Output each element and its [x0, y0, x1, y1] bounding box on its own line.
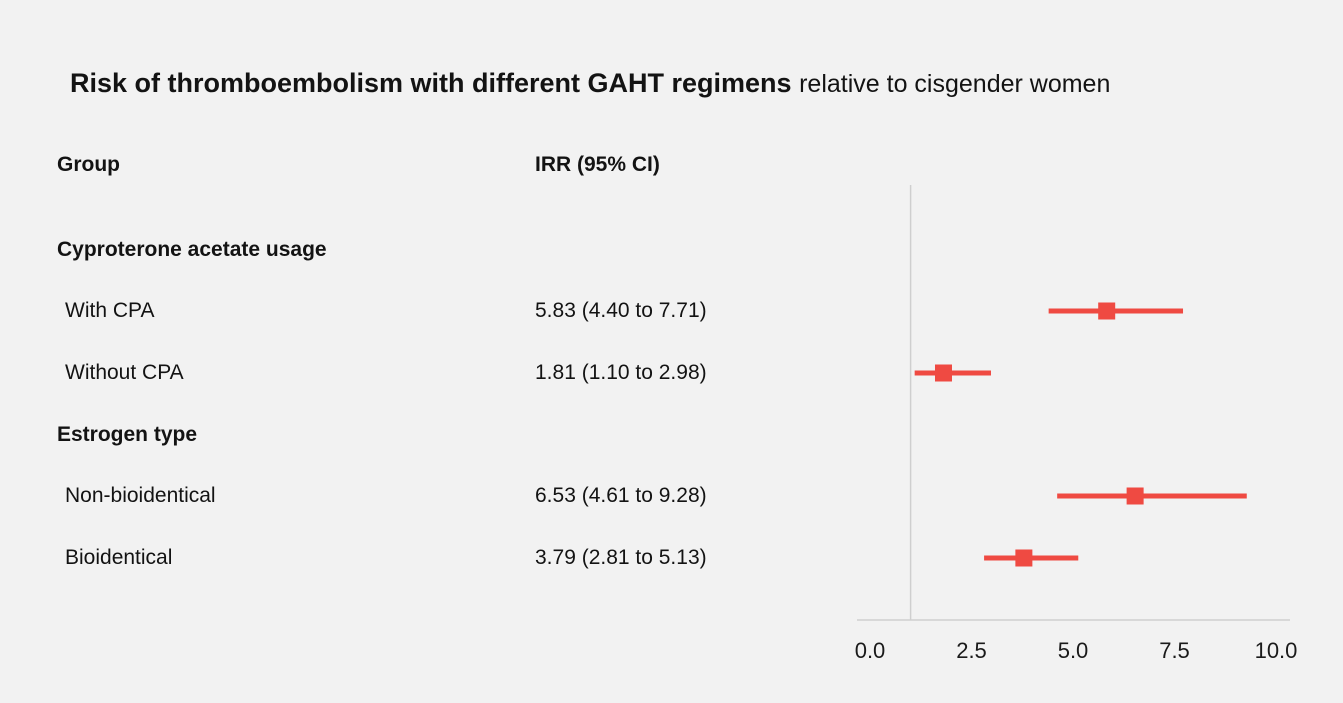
point-estimate-marker	[1126, 487, 1144, 505]
point-estimate-marker	[1015, 549, 1033, 567]
row-label-non-bioidentical: Non-bioidentical	[65, 484, 216, 507]
row-irr-with-cpa: 5.83 (4.40 to 7.71)	[535, 299, 707, 322]
x-tick-label: 7.5	[1159, 638, 1190, 663]
group-header-estrogen-type: Estrogen type	[57, 423, 198, 446]
column-header-group: Group	[57, 153, 120, 176]
row-irr-without-cpa: 1.81 (1.10 to 2.98)	[535, 361, 707, 384]
row-label-with-cpa: With CPA	[65, 299, 155, 322]
x-tick-label: 5.0	[1058, 638, 1089, 663]
x-tick-label: 2.5	[956, 638, 987, 663]
chart-title-main: Risk of thromboembolism with different G…	[70, 68, 792, 98]
x-tick-label: 0.0	[855, 638, 886, 663]
chart-title-suffix: relative to cisgender women	[799, 70, 1111, 98]
row-label-bioidentical: Bioidentical	[65, 546, 173, 569]
row-irr-non-bioidentical: 6.53 (4.61 to 9.28)	[535, 484, 707, 507]
chart-title: Risk of thromboembolism with different G…	[70, 67, 1110, 100]
column-header-irr: IRR (95% CI)	[535, 153, 660, 176]
point-estimate-marker	[1098, 302, 1116, 320]
row-irr-bioidentical: 3.79 (2.81 to 5.13)	[535, 546, 707, 569]
point-estimate-marker	[934, 364, 952, 382]
group-header-cyproterone: Cyproterone acetate usage	[57, 238, 327, 261]
row-label-without-cpa: Without CPA	[65, 361, 184, 384]
x-tick-label: 10.0	[1255, 638, 1298, 663]
